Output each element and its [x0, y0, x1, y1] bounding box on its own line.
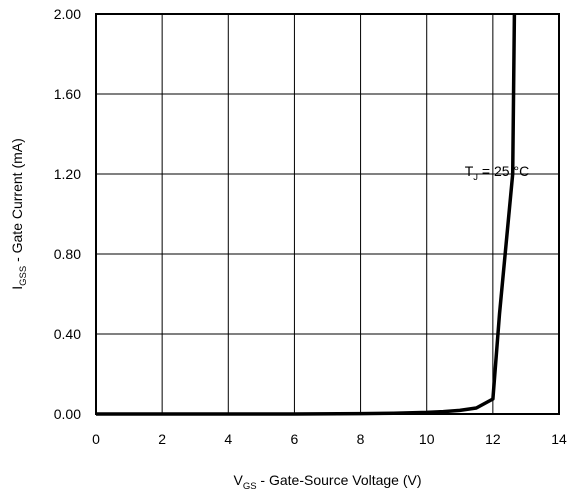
gate-current-curve	[96, 13, 517, 416]
y-tick-label: 2.00	[54, 6, 81, 22]
y-tick-label: 0.00	[54, 406, 81, 422]
annotation-sub: J	[473, 172, 478, 183]
y-tick-label: 0.80	[54, 246, 81, 262]
x-tick-labels: 0 2 4 6 8 10 12 14	[92, 431, 567, 447]
y-tick-label: 1.60	[54, 86, 81, 102]
grid-lines	[96, 14, 559, 414]
y-tick-label: 0.40	[54, 326, 81, 342]
x-axis-title: VGS - Gate-Source Voltage (V)	[233, 472, 421, 492]
y-tick-labels: 0.00 0.40 0.80 1.20 1.60 2.00	[54, 6, 81, 422]
y-axis-title-sub: GSS	[18, 266, 29, 286]
x-tick-label: 0	[92, 431, 100, 447]
x-axis-title-rest: - Gate-Source Voltage (V)	[257, 472, 422, 488]
y-axis-title: IGSS - Gate Current (mA)	[9, 138, 29, 290]
x-axis-title-main: V	[233, 472, 243, 488]
y-tick-label: 1.20	[54, 166, 81, 182]
y-axis-title-main: I	[9, 286, 25, 290]
x-tick-label: 6	[291, 431, 299, 447]
x-tick-label: 12	[485, 431, 501, 447]
y-axis-title-rest: - Gate Current (mA)	[9, 138, 25, 266]
plot-frame	[95, 13, 560, 415]
annotation-rest: = 25 °C	[478, 163, 529, 179]
x-axis-title-sub: GS	[243, 481, 257, 492]
x-tick-label: 4	[224, 431, 232, 447]
annotation-main: T	[465, 163, 474, 179]
temperature-annotation: TJ = 25 °C	[465, 163, 529, 183]
x-tick-label: 14	[551, 431, 567, 447]
series-layer	[96, 13, 517, 416]
x-tick-label: 2	[158, 431, 166, 447]
x-tick-label: 10	[419, 431, 435, 447]
x-tick-label: 8	[357, 431, 365, 447]
